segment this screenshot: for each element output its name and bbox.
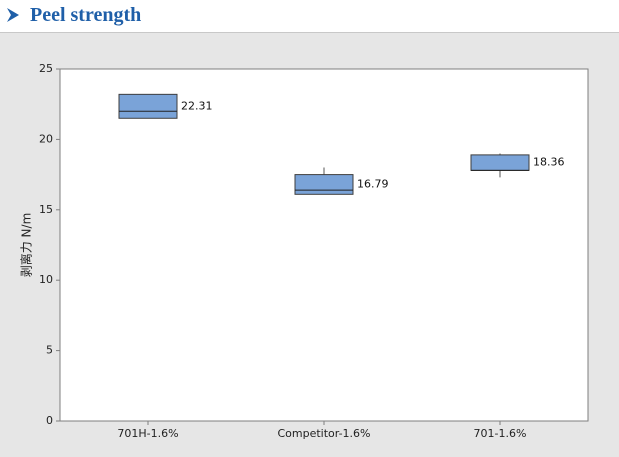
y-tick-label: 20 [39,132,53,145]
y-tick-label: 15 [39,203,53,216]
box-plot-chart: 0 5 10 15 20 25 701H-1.6% Competitor-1.6% 701-1… [19,62,589,440]
page-title: Peel strength [30,3,142,26]
box [294,174,354,195]
x-tick-label: 701H-1.6% [117,427,178,440]
data-label: 22.31 [181,99,213,112]
y-axis-title: 剥离力 N/m [19,213,34,278]
y-tick-label: 25 [39,62,53,75]
y-tick-label: 10 [39,273,53,286]
plot-area [59,68,589,422]
box [470,154,530,171]
box [118,93,178,119]
chart-panel: 0 5 10 15 20 25 701H-1.6% Competitor-1.6% 701-1… [0,32,619,457]
y-tick-label: 5 [46,344,53,357]
section-heading: Peel strength [6,2,141,28]
x-tick-label: 701-1.6% [474,427,527,440]
x-tick-label: Competitor-1.6% [277,427,370,440]
y-tick-label: 0 [46,414,53,427]
data-label: 16.79 [357,177,389,190]
arrowhead-bullet-icon [7,8,19,22]
data-label: 18.36 [533,156,565,169]
